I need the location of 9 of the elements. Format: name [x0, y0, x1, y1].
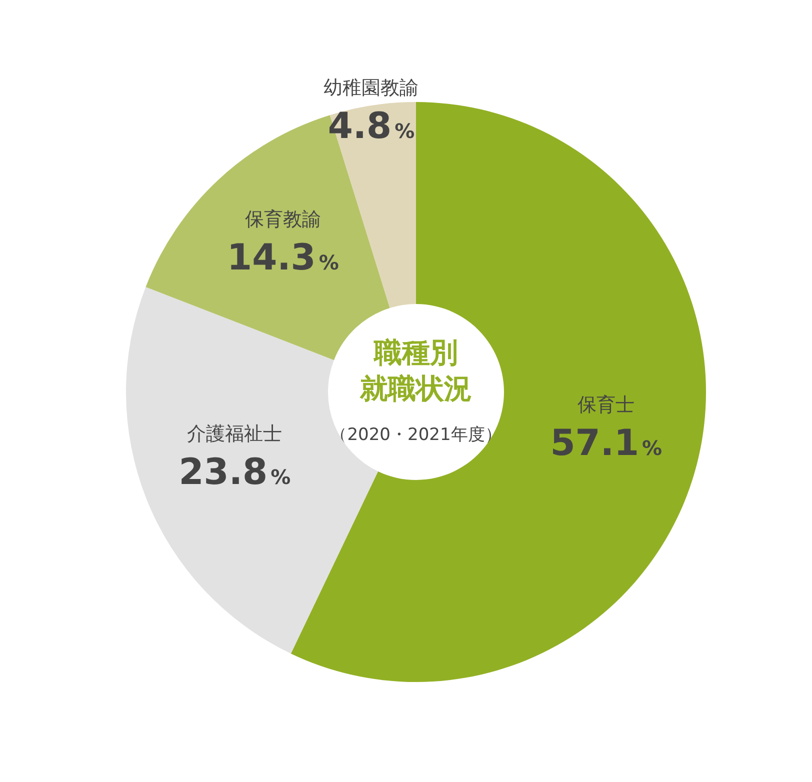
- data-label: 14.3%: [227, 237, 339, 278]
- slice-label: 保育教諭: [244, 208, 321, 230]
- slice-label: 保育士: [578, 394, 635, 416]
- slice-label: 幼稚園教諭: [324, 77, 419, 99]
- slice-label: 介護福祉士: [187, 422, 282, 445]
- text: 職種別就職状況: [359, 336, 472, 405]
- data-label: 57.1%: [550, 423, 662, 464]
- data-label: 23.8%: [178, 452, 291, 493]
- data-label: 4.8%: [328, 106, 415, 147]
